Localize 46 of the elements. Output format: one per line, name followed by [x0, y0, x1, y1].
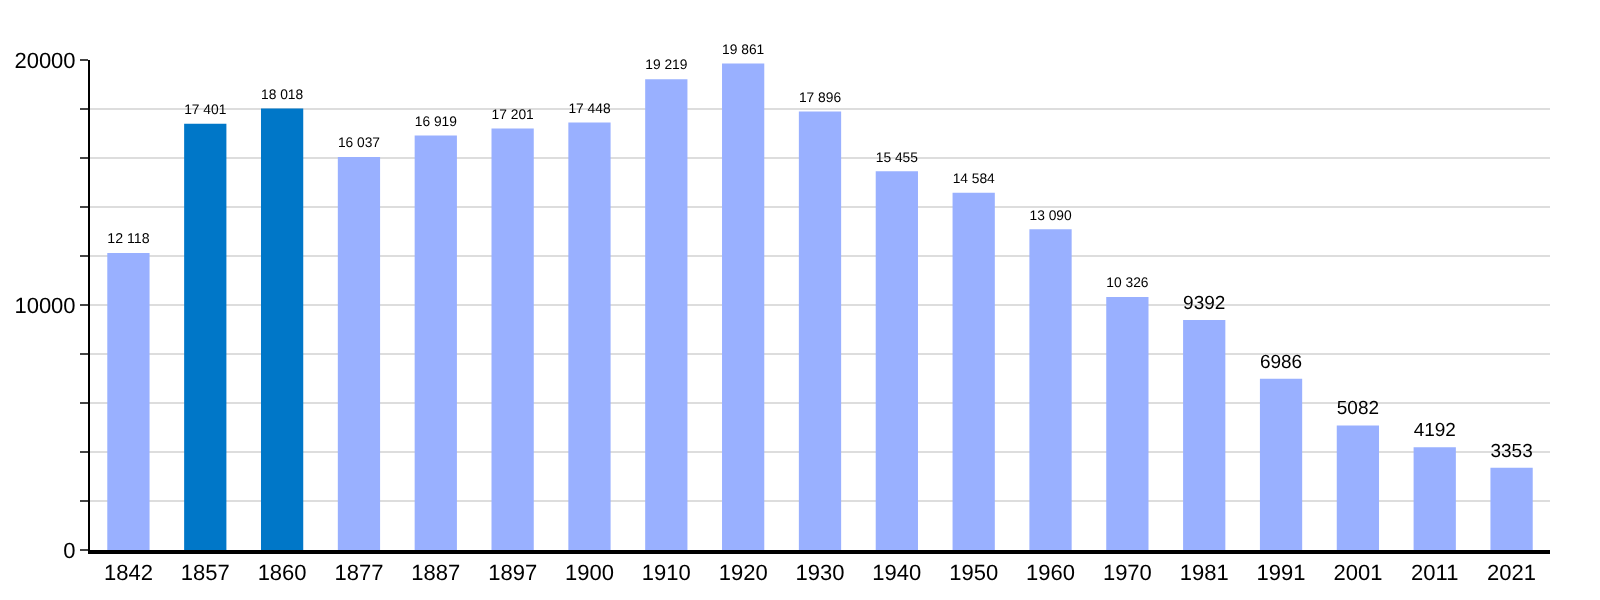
- x-tick-label: 1970: [1102, 561, 1152, 586]
- y-tick-label: 20000: [14, 49, 76, 74]
- bar: [875, 171, 918, 550]
- x-tick-label: 1900: [565, 561, 614, 586]
- x-tick-label: 1981: [1179, 561, 1229, 586]
- bar: [1413, 447, 1456, 550]
- x-tick-label: 1857: [180, 561, 230, 586]
- bar: [337, 157, 381, 550]
- bar: [645, 79, 688, 550]
- x-tick-label: 1877: [334, 561, 384, 586]
- bar: [1029, 229, 1072, 550]
- data-label: 3353: [1490, 440, 1533, 463]
- x-tick-label: 1920: [718, 561, 768, 586]
- data-label: 9392: [1183, 292, 1226, 315]
- y-tick-label: 10000: [14, 294, 76, 319]
- bar: [260, 108, 304, 550]
- x-tick-label: 1950: [949, 561, 999, 586]
- x-tick-label: 1860: [257, 561, 307, 586]
- bar: [414, 135, 457, 550]
- x-tick-label: 2011: [1411, 561, 1459, 586]
- bar: [491, 128, 534, 550]
- x-tick-label: 1910: [641, 561, 691, 586]
- x-tick-label: 1887: [411, 561, 461, 586]
- data-label: 5082: [1336, 398, 1379, 421]
- bar: [798, 111, 842, 550]
- bar: [184, 123, 227, 550]
- bar: [568, 122, 611, 550]
- bar: [1106, 297, 1149, 550]
- x-tick-label: 2001: [1333, 561, 1383, 586]
- x-tick-label: 1991: [1256, 561, 1306, 586]
- data-label: 4192: [1413, 420, 1456, 443]
- bar: [1336, 425, 1380, 550]
- x-tick-label: 1960: [1026, 561, 1075, 586]
- bar: [1183, 319, 1226, 550]
- data-label: 6986: [1259, 351, 1303, 374]
- bar: [1259, 378, 1303, 550]
- x-tick-label: 1930: [795, 561, 845, 586]
- bar: [952, 192, 995, 550]
- bar: [722, 63, 765, 550]
- y-tick-label: 0: [63, 539, 76, 564]
- bar: [1490, 467, 1533, 550]
- x-tick-label: 1897: [488, 561, 538, 586]
- x-tick-label: 1940: [872, 561, 922, 586]
- x-tick-label: 1842: [103, 561, 153, 586]
- x-tick-label: 2021: [1487, 561, 1537, 586]
- bar: [107, 253, 150, 550]
